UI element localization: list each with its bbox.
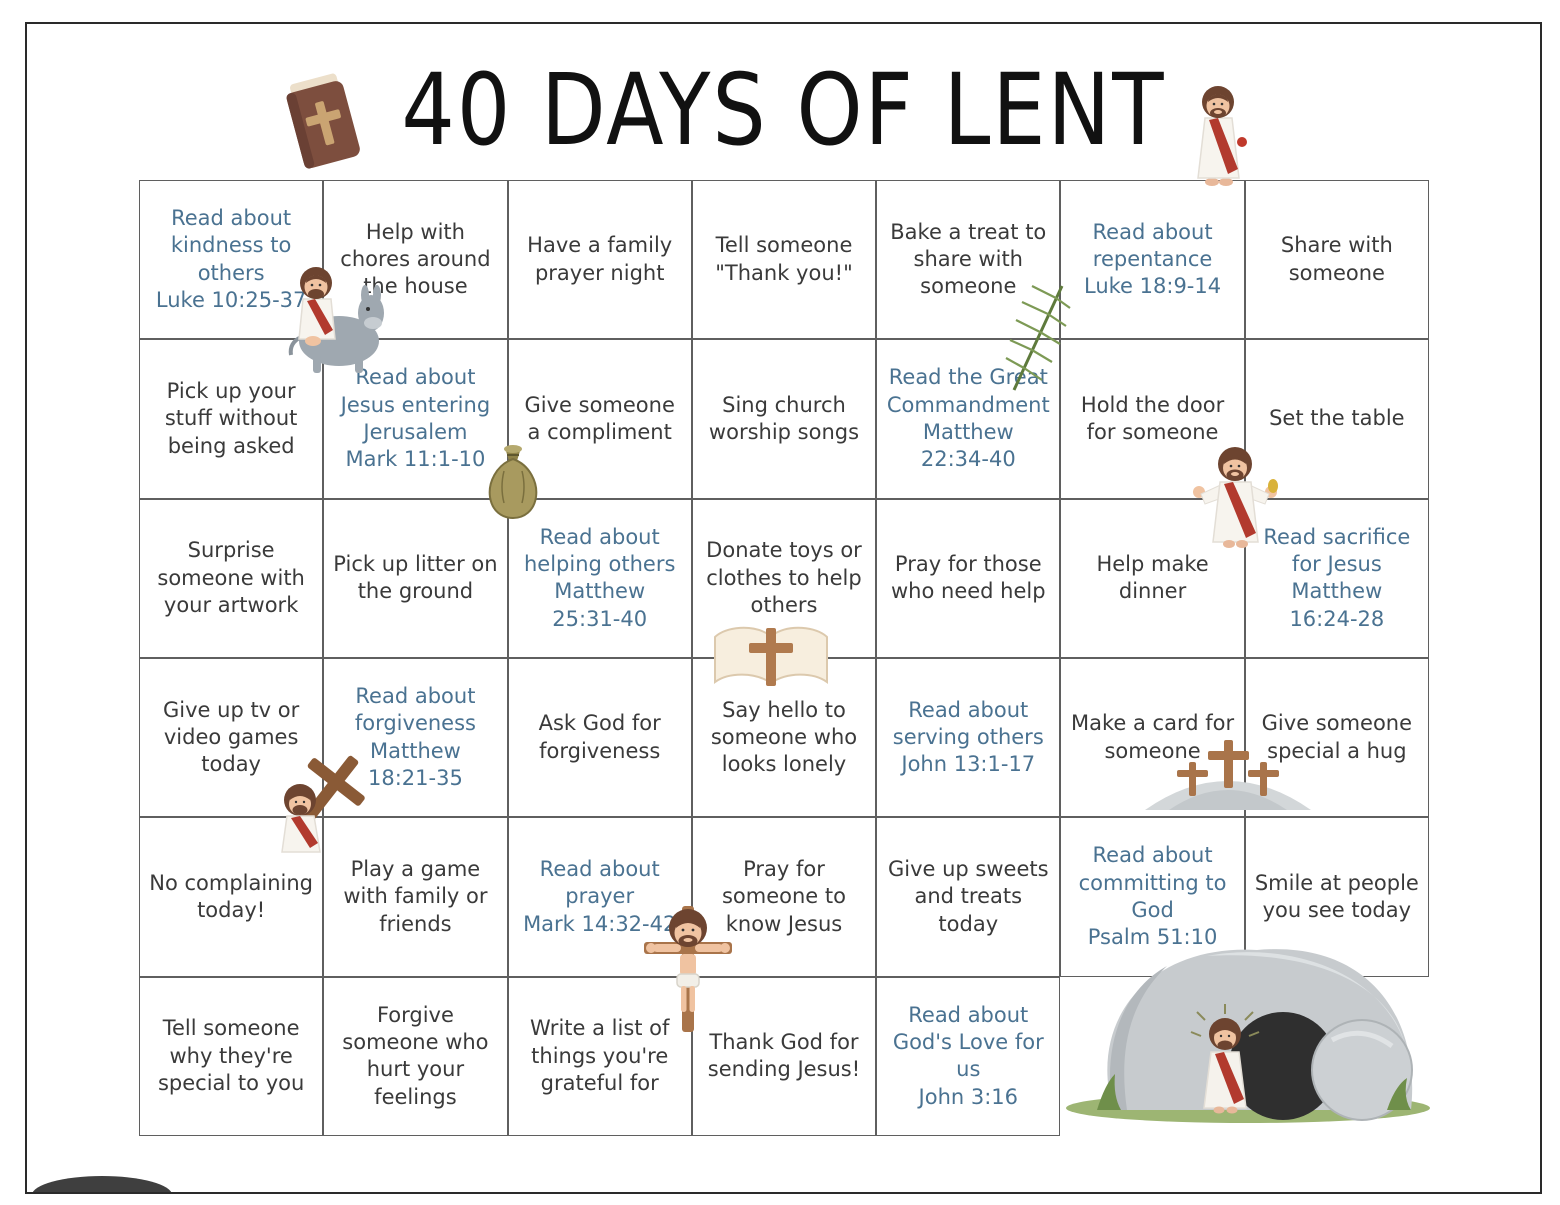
cell-text: Say hello to someone who looks lonely (710, 697, 858, 777)
cell-text: Tell someone why they're special to you (157, 1016, 305, 1095)
cell-text: Read about Jesus entering Jerusalem (340, 365, 491, 444)
grid-cell: Sing church worship songs (691, 339, 877, 499)
grid-cell: Donate toys or clothes to help others (691, 498, 877, 658)
cell-ref: John 13:1-17 (901, 752, 1036, 777)
page-frame: 40 DAYS OF LENT Read about kindness to o… (25, 22, 1542, 1194)
cell-text: Read the Great Commandment (886, 365, 1050, 417)
cell-text: Smile at people you see today (1254, 870, 1419, 922)
cell-text: Read about God's Love for us (892, 1002, 1044, 1082)
grid-cell: No complaining today! (139, 817, 324, 977)
grid-cell: Pick up your stuff without being asked (139, 339, 324, 499)
grid-cell: Pick up litter on the ground (323, 498, 508, 658)
cell-ref: Luke 10:25-37 (155, 287, 307, 312)
cell-text: Pick up litter on the ground (333, 552, 498, 604)
grid-cell: Help with chores around the house (323, 180, 508, 340)
cell-text: Read about forgiveness (354, 684, 476, 736)
grid-cell: Surprise someone with your artwork (139, 498, 324, 658)
cell-text: Hold the door for someone (1080, 392, 1225, 444)
cell-ref: Matthew 16:24-28 (1289, 579, 1385, 631)
cell-text: Make a card for someone (1071, 711, 1235, 763)
cell-ref: Matthew 18:21-35 (368, 738, 463, 790)
grid-cell: Write a list of things you're grateful f… (507, 976, 692, 1136)
cell-text: Thank God for sending Jesus! (707, 1030, 861, 1082)
cell-text: Read about helping others (523, 524, 676, 577)
grid-cell: Tell someone "Thank you!" (691, 180, 877, 340)
cell-text: Forgive someone who hurt your feelings (342, 1002, 489, 1109)
grid-cell: Give someone special a hug (1244, 657, 1429, 818)
cell-text: Help make dinner (1096, 552, 1209, 604)
grid-cell: Read about forgiveness Matthew 18:21-35 (323, 657, 508, 818)
grid-cell: Read about prayer Mark 14:32-42 (507, 817, 692, 977)
cell-ref: John 3:16 (918, 1084, 1019, 1109)
cell-text: Pick up your stuff without being asked (164, 379, 298, 458)
grid-cell: Read about kindness to others Luke 10:25-… (139, 180, 324, 340)
cell-text: Share with someone (1280, 233, 1393, 285)
cell-ref: Luke 18:9-14 (1084, 274, 1222, 299)
grid-cell: Read about committing to God Psalm 51:10 (1060, 817, 1245, 977)
grid-cell: Read sacrifice for Jesus Matthew 16:24-28 (1244, 498, 1429, 658)
grid-cell: Forgive someone who hurt your feelings (323, 976, 508, 1136)
grid-cell: Play a game with family or friends (323, 817, 508, 977)
grid-cell: Read about Jesus entering Jerusalem Mark … (323, 339, 508, 499)
cell-text: Help with chores around the house (340, 219, 491, 299)
cell-text: Give up tv or video games today (163, 697, 300, 777)
cell-text: Write a list of things you're grateful f… (529, 1016, 670, 1095)
grid-cell: Read about helping others Matthew 25:31-4… (507, 498, 692, 658)
grid-cell-tomb-area (1060, 976, 1429, 1136)
cell-text: Have a family prayer night (527, 233, 673, 285)
cell-ref: Mark 11:1-10 (345, 447, 486, 472)
cell-text: Play a game with family or friends (343, 857, 488, 936)
grid-cell: Ask God for forgiveness (507, 657, 692, 818)
cell-text: Ask God for forgiveness (538, 711, 661, 763)
grid-cell: Read about God's Love for us John 3:16 (876, 976, 1061, 1136)
corner-blob (32, 1176, 172, 1192)
cell-text: Bake a treat to share with someone (890, 219, 1047, 299)
cell-text: Give someone a compliment (524, 392, 675, 444)
grid-cell: Thank God for sending Jesus! (691, 976, 877, 1136)
cell-text: Pray for someone to know Jesus (721, 857, 846, 936)
grid-cell: Make a card for someone (1060, 657, 1245, 818)
grid-cell: Set the table (1244, 339, 1429, 499)
grid-cell: Smile at people you see today (1244, 817, 1429, 977)
cell-text: Give someone special a hug (1261, 711, 1413, 763)
cell-text: Read about committing to God (1078, 843, 1227, 922)
grid-cell: Bake a treat to share with someone (876, 180, 1061, 340)
cell-text: Set the table (1269, 406, 1405, 431)
cell-text: Give up sweets and treats today (887, 857, 1049, 936)
cell-ref: Matthew 25:31-40 (552, 579, 648, 631)
cell-text: Read about kindness to others (170, 206, 292, 285)
cell-text: Read about repentance (1092, 219, 1213, 272)
lent-calendar-grid: Read about kindness to others Luke 10:25-… (139, 180, 1429, 1136)
grid-cell: Share with someone (1244, 180, 1429, 340)
cell-text: Donate toys or clothes to help others (706, 538, 862, 617)
cell-text: Read about prayer (539, 857, 660, 909)
cell-ref: Mark 14:32-42 (523, 911, 677, 936)
cell-text: Pray for those who need help (891, 552, 1046, 604)
grid-cell: Give up tv or video games today (139, 657, 324, 818)
grid-cell: Help make dinner (1060, 498, 1245, 658)
grid-cell: Tell someone why they're special to you (139, 976, 324, 1136)
cell-text: Tell someone "Thank you!" (715, 233, 853, 285)
grid-cell: Read about repentance Luke 18:9-14 (1060, 180, 1245, 340)
cell-text: Read sacrifice for Jesus (1263, 524, 1411, 577)
cell-text: Sing church worship songs (708, 392, 860, 444)
grid-cell: Give someone a compliment (507, 339, 692, 499)
grid-cell: Give up sweets and treats today (876, 817, 1061, 977)
grid-cell: Have a family prayer night (507, 180, 692, 340)
grid-cell: Pray for someone to know Jesus (691, 817, 877, 977)
cell-ref: Matthew 22:34-40 (920, 419, 1016, 472)
grid-cell: Read about serving others John 13:1-17 (876, 657, 1061, 818)
cell-text: Read about serving others (892, 697, 1044, 749)
grid-cell: Say hello to someone who looks lonely (691, 657, 877, 818)
grid-cell: Pray for those who need help (876, 498, 1061, 658)
page-title: 40 DAYS OF LENT (401, 52, 1166, 168)
cell-text: No complaining today! (149, 870, 313, 922)
cell-ref: Psalm 51:10 (1087, 925, 1218, 950)
grid-cell: Read the Great Commandment Matthew 22:34-… (876, 339, 1061, 499)
grid-cell: Hold the door for someone (1060, 339, 1245, 499)
cell-text: Surprise someone with your artwork (157, 538, 305, 617)
